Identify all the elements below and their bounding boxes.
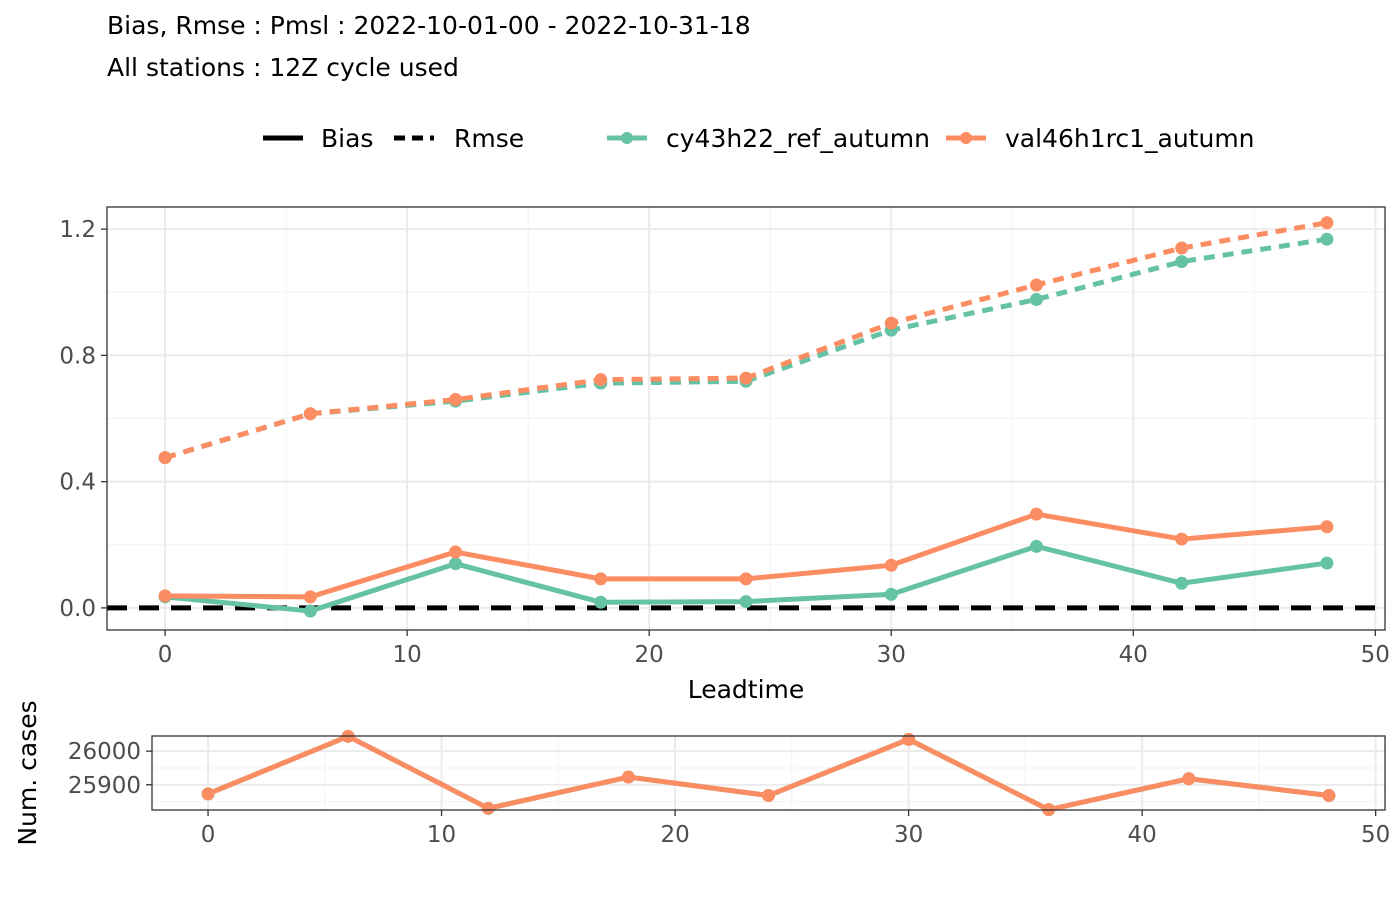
data-point-bias-cy43h22 (594, 595, 608, 609)
data-point-bias-val46h1rc1 (739, 572, 753, 586)
data-point-bias-cy43h22 (303, 604, 317, 618)
data-point-bias-val46h1rc1 (303, 590, 317, 604)
y-tick-label: 0.4 (59, 470, 96, 496)
data-point-val46h1rc1 (201, 787, 215, 801)
data-point-rmse-val46h1rc1 (1320, 216, 1334, 230)
data-point-val46h1rc1 (481, 801, 495, 815)
data-point-rmse-val46h1rc1 (884, 316, 898, 330)
data-point-val46h1rc1 (621, 770, 635, 784)
data-point-val46h1rc1 (1182, 772, 1196, 786)
data-point-rmse-cy43h22 (1175, 255, 1189, 269)
panel-border (106, 206, 1386, 631)
legend-key-cy43h22-point (621, 132, 633, 144)
data-point-bias-val46h1rc1 (1029, 507, 1043, 521)
y-tick-label: 1.2 (59, 217, 96, 243)
cases-plot-panel: 0 10 20 30 40 50 25900 26000 Num. cases (13, 700, 1390, 848)
data-point-bias-cy43h22 (1029, 539, 1043, 553)
x-tick-label: 10 (427, 822, 456, 848)
y-tick-label: 0.0 (59, 596, 96, 622)
x-tick-label: 10 (392, 642, 421, 668)
x-tick-label: 20 (635, 642, 664, 668)
data-point-rmse-cy43h22 (1029, 292, 1043, 306)
data-point-bias-cy43h22 (449, 557, 463, 571)
y-tick-label: 0.8 (59, 343, 96, 369)
data-point-rmse-val46h1rc1 (158, 451, 172, 465)
legend-label-bias: Bias (321, 124, 373, 153)
data-point-bias-cy43h22 (1320, 556, 1334, 570)
data-point-val46h1rc1 (902, 732, 916, 746)
legend-item-cy43h22: cy43h22_ref_autumn (607, 124, 930, 153)
legend-item-bias: Bias (263, 124, 373, 153)
data-point-bias-cy43h22 (739, 595, 753, 609)
data-point-bias-cy43h22 (884, 587, 898, 601)
data-point-bias-val46h1rc1 (1175, 532, 1189, 546)
data-point-rmse-val46h1rc1 (303, 407, 317, 421)
x-tick-label: 50 (1361, 822, 1390, 848)
data-point-rmse-val46h1rc1 (739, 371, 753, 385)
data-point-rmse-val46h1rc1 (594, 373, 608, 387)
legend-key-val46h1rc1-point (960, 132, 972, 144)
data-point-rmse-val46h1rc1 (1175, 241, 1189, 255)
x-tick-label: 40 (1127, 822, 1156, 848)
legend: Bias Rmse cy43h22_ref_autumn val46h1rc1_… (263, 124, 1255, 153)
legend-item-val46h1rc1: val46h1rc1_autumn (946, 124, 1255, 153)
x-tick-label: 40 (1119, 642, 1148, 668)
chart-subtitle: All stations : 12Z cycle used (107, 53, 459, 82)
x-tick-label: 0 (158, 642, 173, 668)
legend-label-cy43h22: cy43h22_ref_autumn (666, 124, 930, 153)
data-point-bias-val46h1rc1 (449, 545, 463, 559)
legend-item-rmse: Rmse (394, 124, 524, 153)
data-point-rmse-val46h1rc1 (1029, 278, 1043, 292)
legend-label-rmse: Rmse (454, 124, 524, 153)
x-tick-label: 50 (1361, 642, 1390, 668)
x-axis-label: Leadtime (688, 675, 805, 704)
y-tick-label: 26000 (68, 739, 141, 765)
data-point-bias-val46h1rc1 (1320, 520, 1334, 534)
chart-title: Bias, Rmse : Pmsl : 2022-10-01-00 - 2022… (107, 11, 751, 40)
data-point-bias-val46h1rc1 (594, 572, 608, 586)
x-tick-label: 20 (660, 822, 689, 848)
data-point-rmse-cy43h22 (1320, 232, 1334, 246)
x-tick-label: 30 (877, 642, 906, 668)
data-point-bias-val46h1rc1 (158, 589, 172, 603)
data-point-val46h1rc1 (762, 789, 775, 803)
data-point-bias-val46h1rc1 (884, 558, 898, 572)
x-tick-label: 0 (201, 822, 216, 848)
data-point-val46h1rc1 (1322, 789, 1336, 803)
data-point-rmse-val46h1rc1 (449, 393, 463, 407)
main-plot-panel: 0 10 20 30 40 50 0.0 0.4 0.8 1.2 Leadtime (59, 206, 1390, 704)
x-tick-label: 30 (894, 822, 923, 848)
y-tick-label: 25900 (68, 773, 141, 799)
legend-label-val46h1rc1: val46h1rc1_autumn (1005, 124, 1255, 153)
data-point-bias-cy43h22 (1175, 576, 1189, 590)
y-axis-label: Num. cases (13, 700, 42, 845)
panel-border (151, 735, 1386, 811)
